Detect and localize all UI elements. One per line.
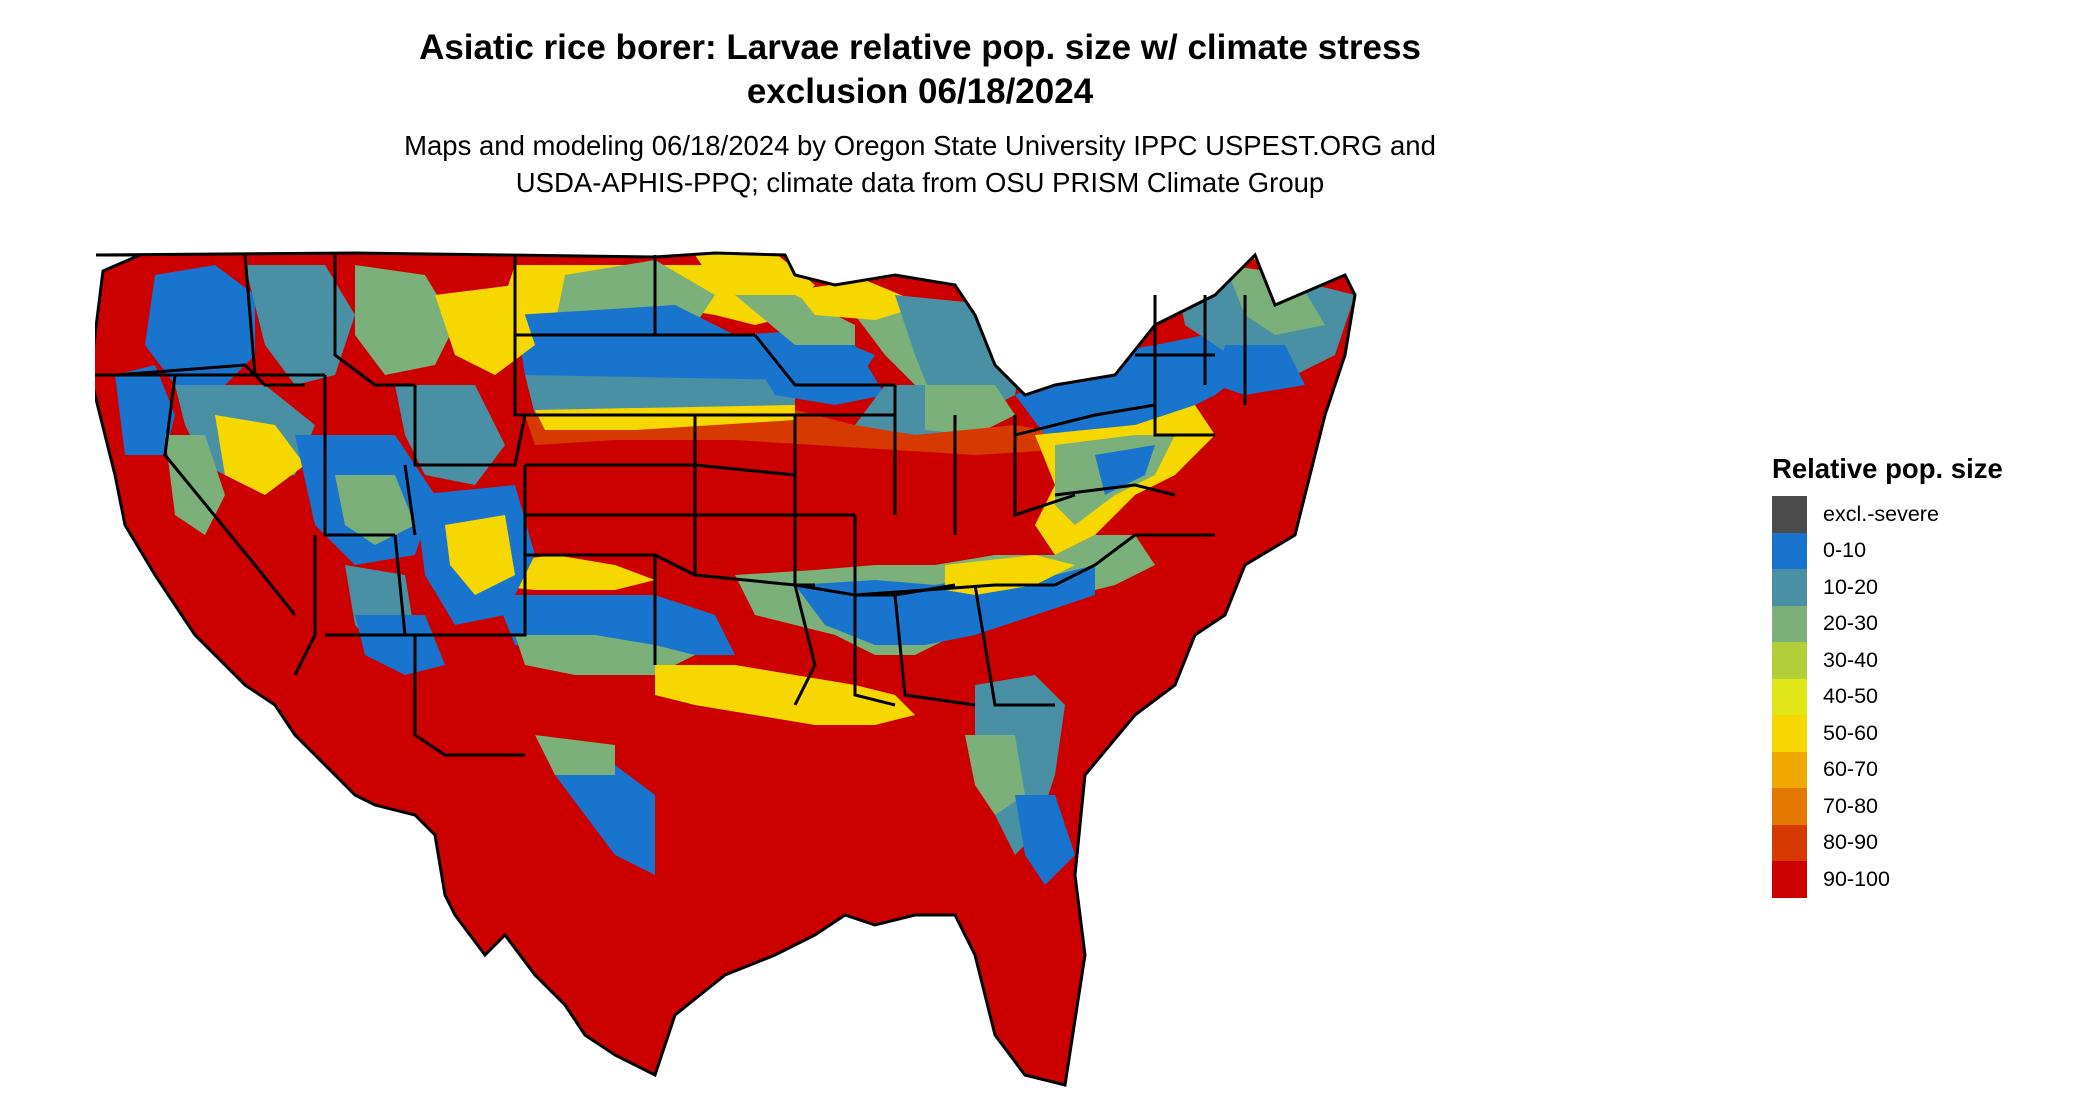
legend-label: 60-70 [1823,757,1878,782]
legend-swatch [1772,605,1807,642]
legend-swatch [1772,496,1807,533]
legend-swatch [1772,751,1807,788]
legend-label: 10-20 [1823,574,1878,599]
legend-swatch [1772,678,1807,715]
legend-item: 0-10 [1772,532,2082,569]
legend-item: 60-70 [1772,751,2082,788]
legend-item: 80-90 [1772,824,2082,861]
legend-swatch [1772,861,1807,898]
legend-item: 40-50 [1772,678,2082,715]
population-zones [115,253,1355,885]
legend-item: 20-30 [1772,605,2082,642]
legend-label: 0-10 [1823,538,1867,563]
title-line-1: Asiatic rice borer: Larvae relative pop.… [419,28,1421,67]
subtitle-line-2: USDA-APHIS-PPQ; climate data from OSU PR… [515,167,1325,198]
legend-swatch [1772,788,1807,825]
legend-swatch [1772,715,1807,752]
legend-label: 40-50 [1823,684,1878,709]
legend-swatch [1772,532,1807,569]
legend-swatch [1772,642,1807,679]
legend-item: 50-60 [1772,715,2082,752]
legend-swatch [1772,569,1807,606]
legend-item: 70-80 [1772,788,2082,825]
map-title: Asiatic rice borer: Larvae relative pop.… [260,26,1580,114]
legend-label: 90-100 [1823,866,1890,891]
legend-label: 20-30 [1823,611,1878,636]
title-line-2: exclusion 06/18/2024 [746,72,1094,111]
legend-label: 80-90 [1823,830,1878,855]
legend-label: excl.-severe [1823,501,1939,526]
legend-label: 50-60 [1823,720,1878,745]
legend-label: 30-40 [1823,647,1878,672]
legend: Relative pop. size excl.-severe 0-10 10-20… [1772,452,2082,898]
legend-item: 30-40 [1772,642,2082,679]
map-subtitle: Maps and modeling 06/18/2024 by Oregon S… [260,127,1580,201]
legend-items: excl.-severe 0-10 10-20 20-30 30-40 40-50 50-6… [1772,496,2082,898]
legend-label: 70-80 [1823,793,1878,818]
state-boundaries [95,251,1357,1087]
legend-item: excl.-severe [1772,496,2082,533]
legend-item: 90-100 [1772,861,2082,898]
legend-title: Relative pop. size [1772,453,2003,484]
legend-item: 10-20 [1772,569,2082,606]
legend-swatch [1772,824,1807,861]
us-map [95,251,1357,1087]
subtitle-line-1: Maps and modeling 06/18/2024 by Oregon S… [404,130,1436,161]
